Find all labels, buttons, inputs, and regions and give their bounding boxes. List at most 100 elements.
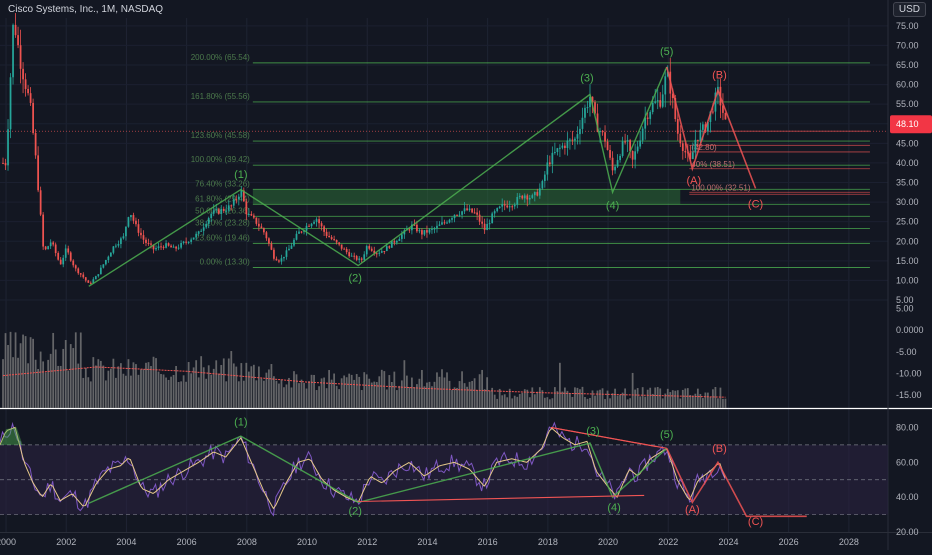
time-tick-label: 2018 bbox=[538, 537, 558, 547]
volume-bar bbox=[493, 394, 496, 408]
candle-body bbox=[378, 252, 381, 254]
candle-body bbox=[200, 230, 203, 232]
candle-body bbox=[29, 93, 32, 103]
volume-bar bbox=[538, 387, 541, 408]
volume-bar bbox=[112, 358, 115, 408]
volume-bar bbox=[62, 348, 65, 408]
price-tick-label: 25.00 bbox=[896, 217, 919, 227]
volume-bar bbox=[172, 374, 175, 408]
candle-body bbox=[335, 239, 338, 243]
volume-bar bbox=[536, 391, 539, 408]
candle-body bbox=[345, 249, 348, 253]
candle-body bbox=[278, 260, 280, 262]
price-tick-label: 65.00 bbox=[896, 60, 919, 70]
currency-button[interactable]: USD bbox=[892, 2, 926, 17]
candle-body bbox=[433, 228, 436, 230]
fib-level-label: 50.00% (26.36) bbox=[195, 206, 250, 215]
candle-body bbox=[298, 231, 300, 234]
volume-bar bbox=[308, 381, 310, 408]
volume-bar bbox=[574, 387, 576, 408]
candle-body bbox=[664, 76, 667, 95]
candle-body bbox=[679, 133, 682, 144]
candle-body bbox=[561, 145, 564, 148]
candle-body bbox=[102, 264, 105, 268]
volume-bar bbox=[696, 388, 699, 408]
candle-body bbox=[104, 260, 107, 265]
candle-body bbox=[473, 212, 476, 214]
candle-body bbox=[27, 88, 29, 94]
candle-body bbox=[323, 226, 325, 232]
candle-body bbox=[533, 192, 536, 196]
volume-bar bbox=[132, 362, 135, 408]
candle-body bbox=[626, 140, 629, 142]
volume-bar bbox=[12, 357, 14, 408]
volume-bar bbox=[9, 331, 12, 408]
volume-bar bbox=[431, 386, 433, 408]
volume-bar bbox=[368, 378, 371, 408]
volume-bar bbox=[553, 387, 556, 408]
volume-bar bbox=[443, 377, 446, 408]
time-tick-label: 2006 bbox=[177, 537, 197, 547]
volume-bar bbox=[92, 357, 95, 408]
candle-body bbox=[521, 195, 524, 199]
candle-body bbox=[325, 231, 328, 236]
volume-bar bbox=[601, 388, 604, 408]
volume-bar bbox=[227, 358, 230, 408]
volume-ma-line bbox=[2, 366, 726, 398]
volume-bar bbox=[220, 365, 223, 408]
volume-bar bbox=[569, 393, 571, 408]
volume-bar bbox=[659, 388, 662, 408]
volume-bar bbox=[7, 345, 9, 408]
candle-body bbox=[571, 139, 574, 141]
candle-body bbox=[4, 163, 7, 166]
rsi-wave-label: (3) bbox=[586, 425, 599, 437]
rsi-wave-label: (5) bbox=[660, 429, 673, 441]
candle-body bbox=[501, 204, 504, 207]
wave-label: (A) bbox=[687, 175, 702, 187]
volume-bar bbox=[511, 398, 514, 408]
candle-body bbox=[180, 243, 182, 248]
candle-body bbox=[385, 246, 388, 252]
volume-bar bbox=[518, 394, 521, 408]
volume-bar bbox=[624, 388, 626, 408]
volume-bar bbox=[400, 380, 403, 408]
candle-body bbox=[125, 226, 127, 237]
candle-body bbox=[44, 246, 47, 250]
candle-body bbox=[42, 214, 45, 247]
volume-bar bbox=[147, 362, 150, 408]
candle-body bbox=[69, 252, 72, 261]
volume-bar bbox=[596, 390, 599, 408]
volume-bar bbox=[323, 377, 325, 408]
volume-bar bbox=[247, 371, 250, 408]
candle-body bbox=[328, 235, 330, 238]
candle-body bbox=[634, 151, 637, 160]
fib-level-label: 161.80% (55.56) bbox=[191, 92, 250, 101]
volume-bar bbox=[458, 381, 461, 408]
volume-bar bbox=[260, 378, 263, 408]
volume-bar bbox=[84, 367, 87, 408]
candle-body bbox=[135, 220, 137, 225]
volume-bar bbox=[486, 377, 489, 408]
volume-bar bbox=[270, 364, 273, 408]
volume-bar bbox=[373, 381, 376, 408]
volume-bar bbox=[102, 365, 105, 408]
volume-bar bbox=[275, 380, 278, 408]
volume-bar bbox=[566, 390, 569, 408]
volume-bar bbox=[626, 399, 629, 408]
volume-bar bbox=[263, 380, 265, 408]
candle-body bbox=[468, 208, 471, 211]
candle-body bbox=[506, 205, 509, 208]
candle-body bbox=[488, 223, 491, 225]
candle-body bbox=[2, 162, 4, 164]
candle-body bbox=[122, 236, 125, 239]
volume-bar bbox=[79, 332, 82, 408]
volume-bar bbox=[498, 388, 501, 408]
candle-body bbox=[250, 213, 253, 216]
candle-body bbox=[543, 174, 546, 182]
candle-body bbox=[511, 206, 514, 208]
candle-body bbox=[330, 237, 333, 240]
volume-bar bbox=[162, 374, 165, 408]
volume-bar bbox=[408, 386, 411, 408]
candle-body bbox=[87, 280, 90, 283]
